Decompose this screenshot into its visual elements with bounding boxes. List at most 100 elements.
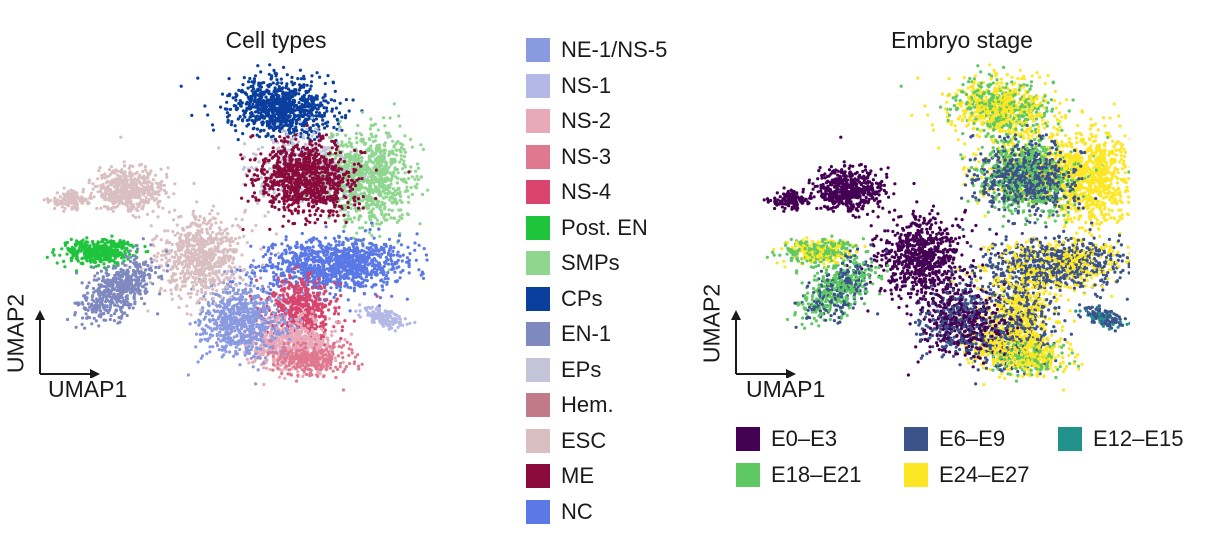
scatter-point xyxy=(301,197,305,201)
scatter-point xyxy=(283,189,287,193)
scatter-point xyxy=(386,271,390,275)
scatter-point xyxy=(290,75,294,79)
scatter-point xyxy=(389,157,393,161)
scatter-point xyxy=(302,110,307,114)
scatter-point xyxy=(377,227,381,231)
scatter-point xyxy=(371,123,375,127)
scatter-point xyxy=(397,218,401,222)
scatter-point xyxy=(413,248,417,252)
scatter-point xyxy=(343,284,347,288)
scatter-point xyxy=(268,187,272,191)
scatter-point xyxy=(326,152,331,156)
scatter-point xyxy=(393,168,397,172)
scatter-point xyxy=(397,254,402,258)
scatter-point xyxy=(409,137,413,141)
scatter-point xyxy=(312,165,316,169)
scatter-point xyxy=(289,161,293,165)
scatter-point xyxy=(327,279,331,283)
scatter-point xyxy=(281,293,285,297)
scatter-point xyxy=(417,243,421,247)
scatter-point xyxy=(233,124,237,128)
scatter-point xyxy=(370,253,374,257)
scatter-point xyxy=(274,117,278,122)
scatter-point xyxy=(385,195,389,199)
scatter-point xyxy=(359,281,363,285)
scatter-point xyxy=(352,180,356,185)
scatter-point xyxy=(284,123,289,127)
scatter-point xyxy=(305,127,309,132)
scatter-point xyxy=(332,125,336,130)
scatter-point xyxy=(374,196,378,201)
scatter-point xyxy=(357,171,361,175)
scatter-point xyxy=(267,100,271,104)
scatter-point xyxy=(364,172,368,176)
scatter-point xyxy=(312,281,317,285)
scatter-point xyxy=(323,111,327,115)
scatter-point xyxy=(383,184,387,188)
scatter-point xyxy=(349,236,353,241)
scatter-point xyxy=(309,270,313,274)
scatter-point xyxy=(309,97,313,101)
scatter-point xyxy=(274,139,278,143)
scatter-point xyxy=(293,199,297,203)
scatter-point xyxy=(304,117,308,121)
scatter-point xyxy=(265,177,269,182)
scatter-point xyxy=(268,63,272,67)
scatter-point xyxy=(282,274,286,278)
scatter-point xyxy=(315,195,320,199)
scatter-point xyxy=(313,294,317,299)
scatter-point xyxy=(388,198,392,202)
scatter-point xyxy=(396,250,400,254)
scatter-point xyxy=(295,105,300,109)
scatter-point xyxy=(314,127,318,131)
scatter-point xyxy=(407,177,411,181)
scatter-point xyxy=(333,306,338,310)
scatter-point xyxy=(297,205,301,209)
scatter-point xyxy=(292,113,296,117)
scatter-point xyxy=(380,172,384,177)
scatter-point xyxy=(258,91,262,96)
scatter-point xyxy=(333,114,337,118)
scatter-point xyxy=(303,315,307,319)
scatter-point xyxy=(310,298,314,303)
scatter-point xyxy=(308,220,312,224)
scatter-point xyxy=(321,118,325,122)
scatter-point xyxy=(307,249,311,253)
scatter-point xyxy=(319,179,323,183)
scatter-point xyxy=(355,141,359,145)
scatter-point xyxy=(336,118,340,122)
scatter-point xyxy=(281,259,285,264)
scatter-point xyxy=(323,315,327,319)
scatter-point xyxy=(266,249,270,253)
scatter-point xyxy=(289,154,293,158)
scatter-point xyxy=(256,286,260,290)
scatter-point xyxy=(240,196,244,200)
scatter-point xyxy=(270,204,274,208)
scatter-point xyxy=(238,103,243,108)
scatter-point xyxy=(377,261,381,265)
scatter-point xyxy=(375,203,380,207)
scatter-point xyxy=(323,187,327,191)
scatter-point xyxy=(293,306,297,310)
scatter-point xyxy=(351,187,355,191)
scatter-point xyxy=(316,251,320,255)
scatter-point xyxy=(316,293,320,298)
scatter-point xyxy=(402,154,407,159)
scatter-point xyxy=(378,191,382,195)
scatter-point xyxy=(398,198,402,202)
scatter-point xyxy=(295,240,299,244)
scatter-point xyxy=(353,203,357,207)
scatter-point xyxy=(360,186,364,190)
scatter-point xyxy=(357,266,361,270)
scatter-point xyxy=(252,81,256,85)
scatter-point xyxy=(287,208,291,212)
scatter-point xyxy=(274,152,278,156)
scatter-point xyxy=(346,238,350,242)
scatter-point xyxy=(296,140,301,144)
scatter-point xyxy=(303,181,307,185)
scatter-point xyxy=(255,114,259,118)
scatter-point xyxy=(362,292,366,296)
scatter-point xyxy=(337,111,342,115)
scatter-point xyxy=(285,184,290,188)
scatter-point xyxy=(241,167,246,171)
